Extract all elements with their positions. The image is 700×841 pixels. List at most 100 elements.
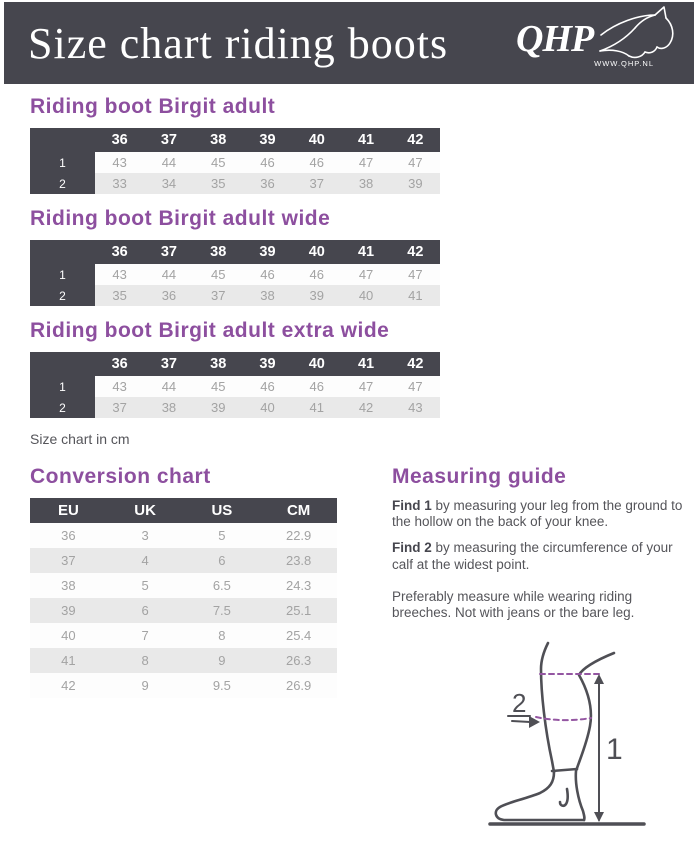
conversion-cell: 9 (141, 678, 149, 693)
measuring-bold-label: Find 2 (392, 540, 432, 556)
size-table-header-row: 36 37 38 39 40 41 42 (30, 128, 440, 152)
size-column-header: 42 (407, 244, 424, 260)
size-cell: 41 (292, 397, 342, 418)
size-table-header-row: 36 37 38 39 40 41 42 (30, 352, 440, 376)
size-cell: 43 (95, 264, 145, 285)
measuring-heading: Measuring guide (392, 465, 567, 488)
size-row-label: 1 (30, 376, 95, 397)
measuring-bold-label: Find 1 (392, 498, 432, 513)
size-cell: 45 (193, 152, 243, 173)
conversion-cell: 42 (61, 678, 76, 693)
size-column-header: 37 (160, 132, 177, 148)
conversion-cell: 6 (141, 603, 149, 618)
measuring-paragraph: Find 1 by measuring your leg from the gr… (392, 498, 683, 530)
diagram-label-2: 2 (512, 688, 526, 718)
size-table-section: Riding boot Birgit adult 36 37 38 39 40 41 42 1 4… (30, 95, 700, 194)
size-cell: 40 (242, 397, 293, 418)
qhp-logo-url: WWW.QHP.NL (594, 59, 654, 68)
conversion-cell: 37 (61, 553, 76, 568)
conversion-cell: 39 (61, 603, 76, 618)
conversion-cell: 6.5 (212, 578, 231, 593)
size-table-row: 2 35 36 37 38 39 40 41 (30, 285, 440, 306)
size-cell: 47 (390, 152, 440, 173)
conversion-cell: 5 (141, 578, 149, 593)
conversion-row: 38 5 6.5 24.3 (30, 573, 337, 598)
conversion-cell: 26.9 (285, 678, 312, 693)
size-cell: 38 (144, 397, 194, 418)
size-table-row: 1 43 44 45 46 46 47 47 (30, 264, 440, 285)
conversion-cell: 24.3 (285, 578, 312, 593)
conversion-cell: 41 (61, 653, 76, 668)
conversion-row: 42 9 9.5 26.9 (30, 673, 337, 698)
size-cell: 46 (292, 152, 342, 173)
measuring-paragraph: Preferably measure while wearing riding … (392, 588, 635, 620)
size-column-header: 41 (357, 132, 375, 148)
content: Riding boot Birgit adult 36 37 38 39 40 41 42 1 4… (0, 84, 700, 841)
size-column-header: 40 (308, 356, 325, 372)
size-column-header: 39 (259, 356, 276, 372)
size-table-corner-cell (30, 128, 95, 152)
size-cell: 38 (341, 173, 391, 194)
size-table-heading: Riding boot Birgit adult (30, 95, 276, 118)
size-column-header: 41 (357, 356, 375, 372)
conversion-cell: 7 (141, 628, 149, 643)
size-cell: 35 (193, 173, 243, 194)
conversion-cell: 4 (141, 553, 149, 568)
diagram-label-1: 1 (606, 733, 623, 766)
conversion-column-header: UK (134, 502, 156, 519)
conversion-cell: 5 (218, 528, 226, 543)
conversion-cell: 8 (141, 653, 149, 668)
size-row-label: 2 (30, 285, 95, 306)
calf-dashed-line (535, 716, 592, 722)
conversion-cell: 25.1 (285, 603, 312, 618)
size-cell: 46 (292, 264, 342, 285)
size-tables: Riding boot Birgit adult 36 37 38 39 40 41 42 1 4… (30, 95, 700, 418)
size-cell: 36 (144, 285, 194, 306)
conversion-section: Conversion chart EU UK US CM 36 3 5 22.9 37 4 6 23.… (30, 465, 337, 841)
size-cell: 47 (341, 376, 391, 397)
size-table-section: Riding boot Birgit adult wide 36 37 38 39 40 4… (30, 207, 700, 306)
size-cell: 40 (341, 285, 391, 306)
size-column-header: 40 (308, 244, 325, 260)
size-cell: 43 (95, 152, 145, 173)
size-cell: 37 (95, 397, 145, 418)
size-row-label: 1 (30, 152, 95, 173)
size-column-header: 36 (111, 132, 128, 148)
size-cell: 36 (242, 173, 293, 194)
conversion-cell: 6 (218, 553, 226, 568)
size-column-header: 42 (407, 132, 424, 148)
size-table-row: 2 33 34 35 36 37 38 39 (30, 173, 440, 194)
conversion-cell: 25.4 (285, 628, 312, 643)
boot-diagram-wrap: 2 1 (444, 631, 697, 841)
size-cell: 34 (144, 173, 194, 194)
size-cell: 45 (193, 376, 243, 397)
size-column-header: 36 (111, 356, 128, 372)
size-cell: 44 (144, 264, 194, 285)
size-table-row: 1 43 44 45 46 46 47 47 (30, 152, 440, 173)
size-cell: 47 (390, 264, 440, 285)
bottom-columns: Conversion chart EU UK US CM 36 3 5 22.9 37 4 6 23.… (30, 465, 700, 841)
conversion-row: 39 6 7.5 25.1 (30, 598, 337, 623)
measure-1-arrow-top (594, 674, 604, 685)
size-cell: 44 (144, 376, 194, 397)
size-table: 36 37 38 39 40 41 42 1 43 44 45 46 46 47 47 2 33 34 35 36 37… (30, 128, 440, 194)
size-column-header: 40 (308, 132, 325, 148)
leg-outline (494, 641, 616, 822)
conversion-row: 41 8 9 26.3 (30, 648, 337, 673)
boot-measurement-diagram: 2 1 (488, 641, 646, 826)
size-note: Size chart in cm (30, 431, 130, 447)
size-cell: 46 (242, 152, 293, 173)
conversion-cell: 26.3 (285, 653, 312, 668)
size-cell: 39 (390, 173, 440, 194)
size-cell: 37 (292, 173, 342, 194)
conversion-table: EU UK US CM 36 3 5 22.9 37 4 6 23.8 38 5 6.5 24.3 39 6 7.5… (30, 498, 337, 698)
size-column-header: 39 (259, 132, 276, 148)
size-cell: 43 (390, 397, 440, 418)
conversion-cell: 40 (61, 628, 76, 643)
conversion-column-header: CM (286, 502, 311, 519)
size-table-row: 2 37 38 39 40 41 42 43 (30, 397, 440, 418)
size-column-header: 38 (210, 132, 227, 148)
qhp-logo: QHP WWW.QHP.NL (510, 6, 680, 79)
size-cell: 47 (341, 152, 391, 173)
